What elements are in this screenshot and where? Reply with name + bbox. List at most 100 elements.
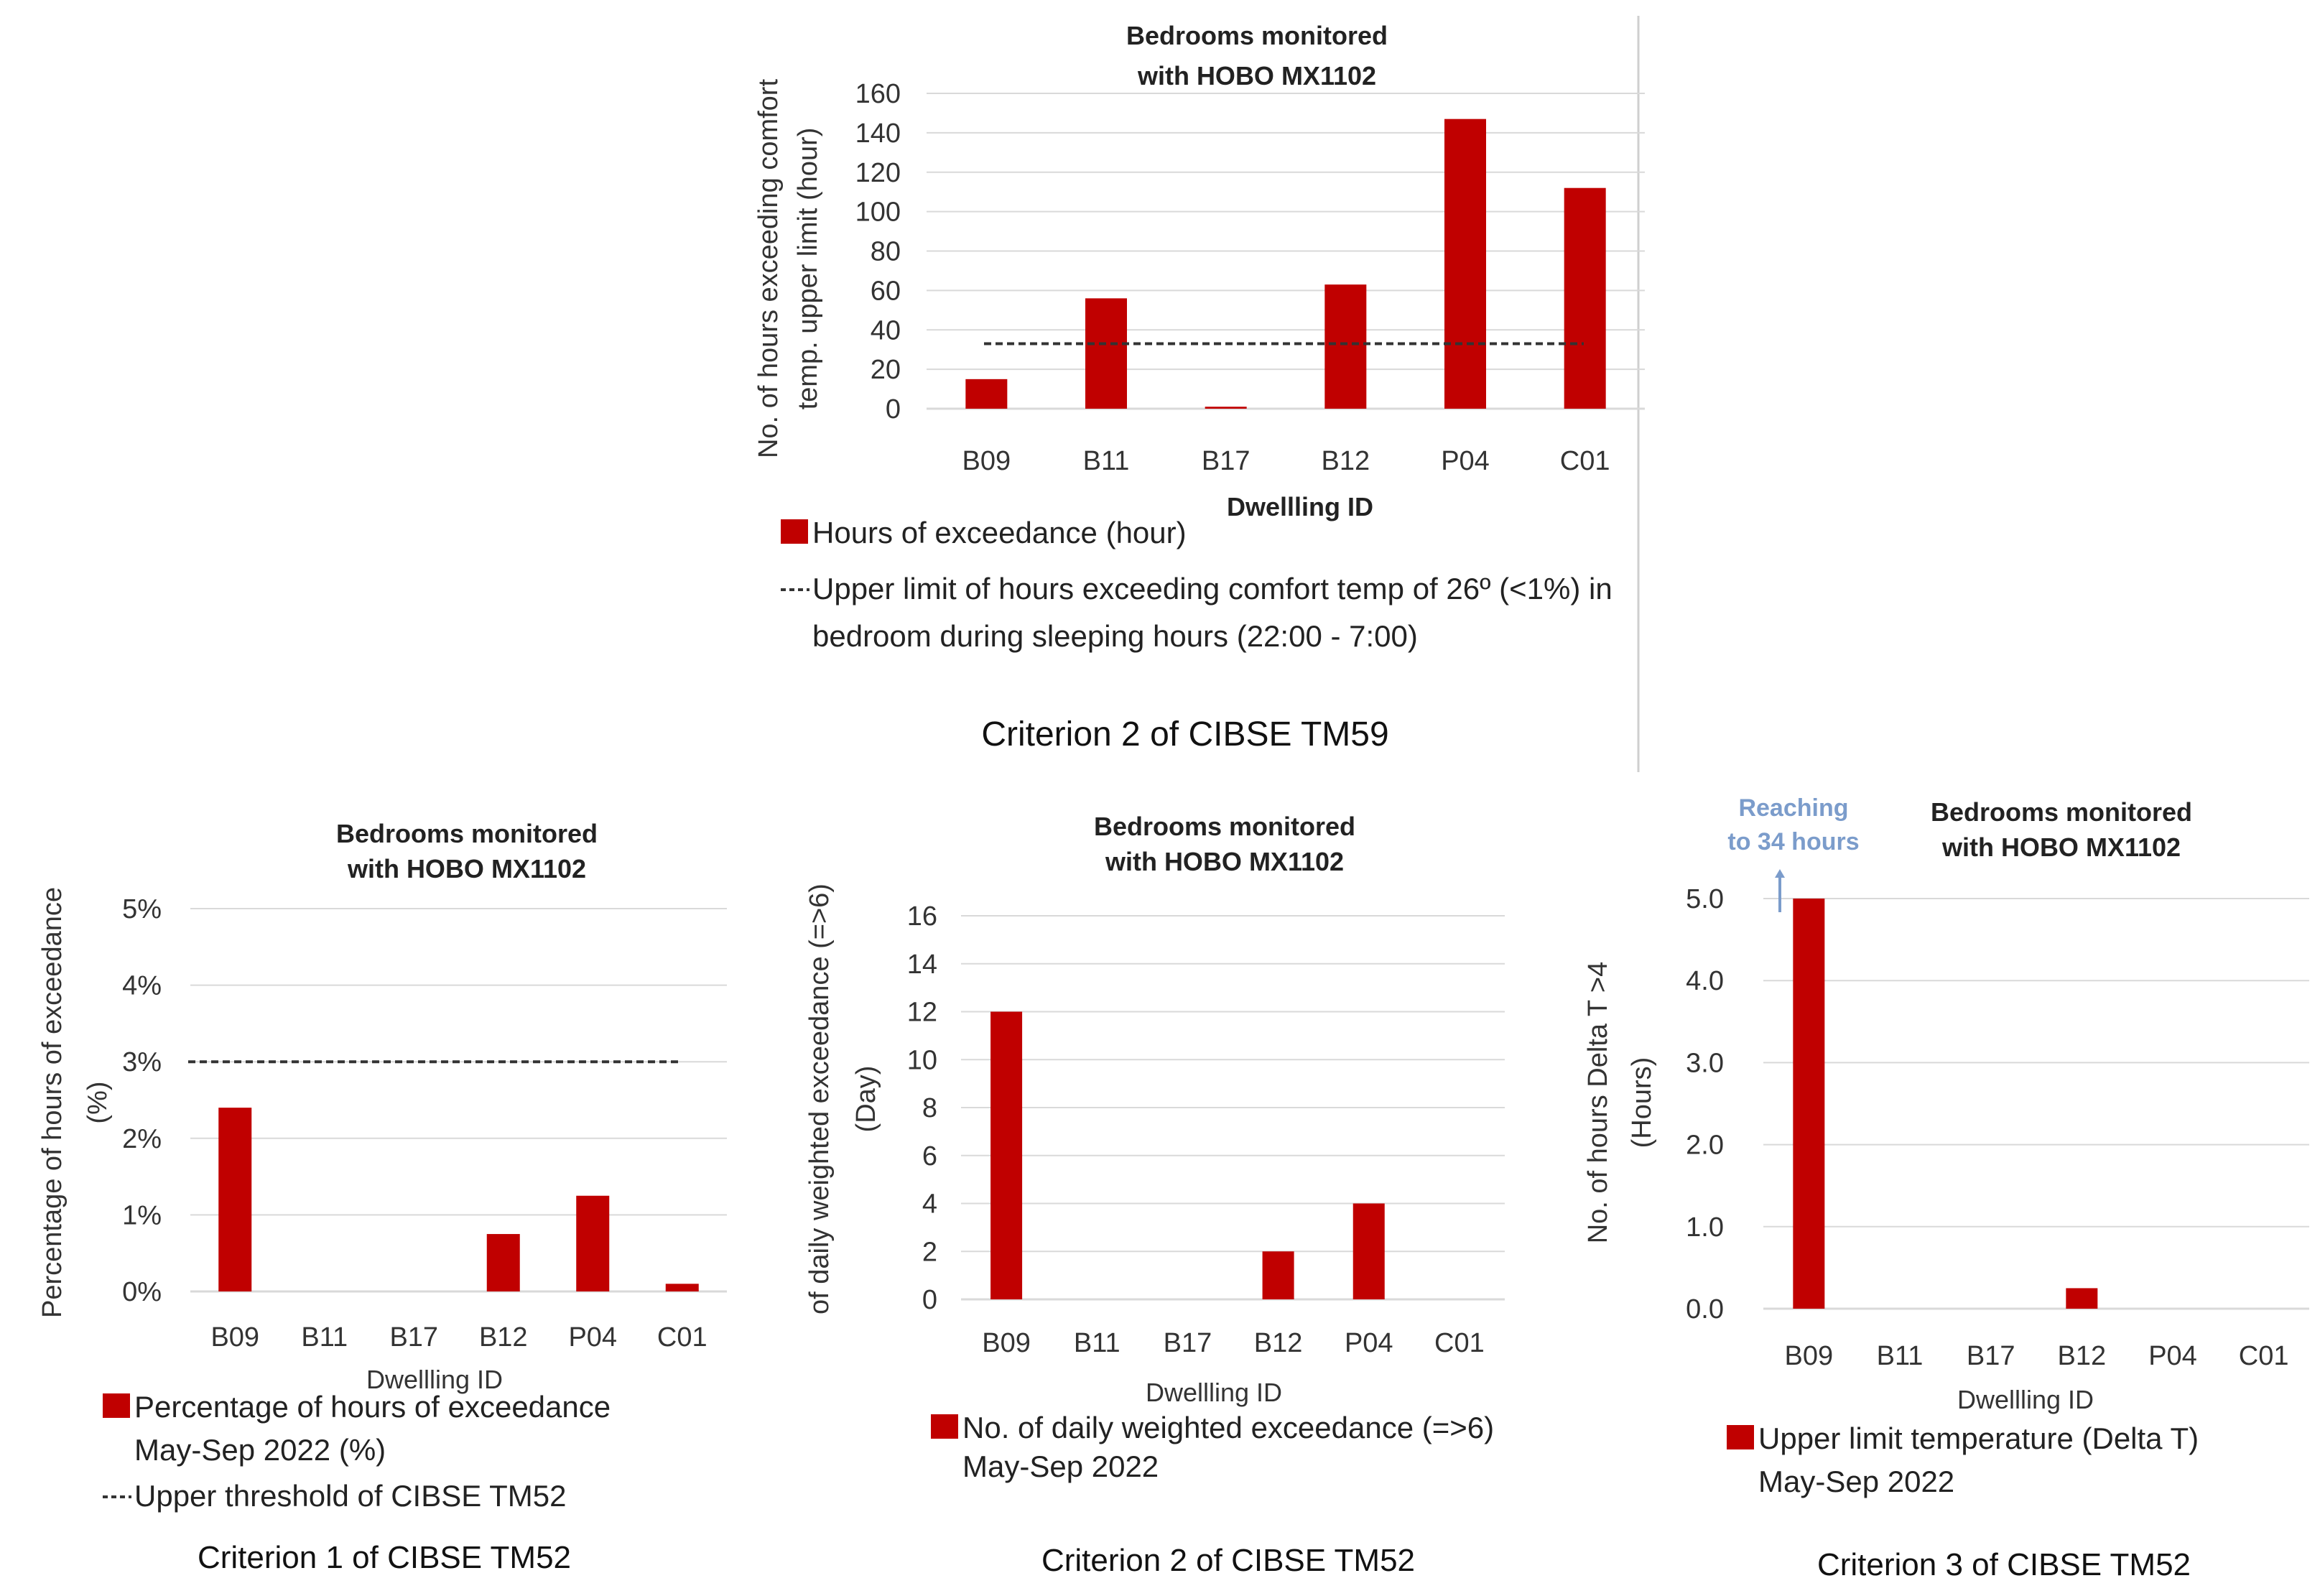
- bar: [576, 1195, 610, 1291]
- y-tick-label: 14: [907, 950, 937, 980]
- y-tick-label: 20: [871, 355, 901, 385]
- x-tick-label: B12: [2058, 1341, 2107, 1371]
- y-axis-label: (Hours): [1627, 1057, 1657, 1149]
- x-tick-label: B17: [389, 1322, 438, 1353]
- x-tick-label: P04: [1345, 1328, 1393, 1358]
- bar: [1352, 1203, 1385, 1299]
- x-tick-label: B09: [982, 1328, 1031, 1358]
- x-axis-label: Dwellling ID: [1227, 492, 1373, 521]
- legend-label: Upper limit temperature (Delta T): [1758, 1421, 2199, 1455]
- x-axis-label: Dwellling ID: [1146, 1378, 1282, 1407]
- chart-title: with HOBO MX1102: [1941, 832, 2181, 862]
- bar: [486, 1234, 520, 1291]
- bar: [1564, 187, 1606, 409]
- y-tick-label: 3%: [122, 1047, 162, 1077]
- legend-swatch-bar: [931, 1414, 958, 1439]
- chart-title: Bedrooms monitored: [1126, 21, 1388, 50]
- y-tick-label: 0%: [122, 1277, 162, 1307]
- chart-tm52-criterion-3: Bedrooms monitored with HOBO MX1102 0.0 1.0…: [1583, 794, 2309, 1582]
- y-tick-label: 4: [922, 1189, 937, 1220]
- chart-title: Bedrooms monitored: [336, 819, 598, 848]
- chart-title: with HOBO MX1102: [1137, 61, 1376, 91]
- x-tick-label: B12: [1254, 1328, 1303, 1358]
- chart-caption: Criterion 3 of CIBSE TM52: [1817, 1547, 2191, 1582]
- x-tick-label: B09: [210, 1322, 259, 1353]
- x-tick-label: B12: [1322, 446, 1370, 476]
- y-tick-label: 2%: [122, 1124, 162, 1154]
- chart-title: with HOBO MX1102: [347, 854, 586, 883]
- legend-label: bedroom during sleeping hours (22:00 - 7…: [812, 619, 1418, 653]
- x-axis-label: Dwellling ID: [1957, 1385, 2094, 1414]
- y-axis-label: (Day): [851, 1066, 881, 1133]
- y-tick-label: 0.0: [1686, 1294, 1724, 1324]
- y-axis-label: No. of hours exceeding comfort: [753, 79, 784, 458]
- x-tick-label: P04: [1441, 446, 1490, 476]
- x-tick-label: B12: [479, 1322, 528, 1353]
- bar: [218, 1108, 252, 1291]
- legend-swatch-bar: [103, 1393, 130, 1418]
- bar: [1205, 407, 1247, 409]
- y-tick-label: 2.0: [1686, 1131, 1724, 1161]
- bar: [990, 1011, 1023, 1299]
- y-axis-label: temp. upper limit (hour): [793, 128, 823, 410]
- chart-title: Bedrooms monitored: [1094, 812, 1355, 841]
- y-tick-label: 4%: [122, 971, 162, 1001]
- legend-label: Upper limit of hours exceeding comfort t…: [812, 572, 1613, 606]
- y-tick-label: 0: [886, 394, 901, 424]
- y-axis-label: Percentage of hours of exceedance: [37, 887, 68, 1318]
- bar: [2066, 1288, 2098, 1309]
- legend-label: No. of daily weighted exceedance (=>6): [962, 1411, 1494, 1444]
- bar: [1793, 899, 1825, 1309]
- legend-label: May-Sep 2022: [962, 1449, 1159, 1483]
- y-tick-label: 0: [922, 1285, 937, 1315]
- x-tick-label: C01: [1560, 446, 1610, 476]
- chart-tm59-criterion-2: Bedrooms monitored with HOBO MX1102 0 20 40 6…: [753, 21, 1645, 753]
- annotation-text: to 34 hours: [1727, 828, 1859, 855]
- y-tick-label: 5.0: [1686, 884, 1724, 914]
- y-tick-label: 120: [855, 158, 901, 188]
- legend-label: May-Sep 2022 (%): [134, 1433, 386, 1467]
- x-tick-label: B11: [1877, 1341, 1924, 1371]
- bar: [1085, 298, 1127, 409]
- x-tick-label: C01: [1434, 1328, 1485, 1358]
- annotation-text: Reaching: [1738, 794, 1848, 822]
- x-tick-label: B17: [1164, 1328, 1212, 1358]
- y-tick-label: 40: [871, 315, 901, 345]
- x-tick-label: B17: [1202, 446, 1251, 476]
- bar: [665, 1284, 699, 1291]
- y-tick-label: 2: [922, 1237, 937, 1267]
- chart-tm52-criterion-2: Bedrooms monitored with HOBO MX1102 0 2 4 6 8 1…: [804, 812, 1505, 1578]
- y-tick-label: 5%: [122, 894, 162, 924]
- x-tick-label: P04: [568, 1322, 617, 1353]
- x-tick-label: B11: [1074, 1328, 1120, 1358]
- y-tick-label: 140: [855, 119, 901, 149]
- legend-label: May-Sep 2022: [1758, 1465, 1954, 1498]
- y-tick-label: 8: [922, 1093, 937, 1123]
- y-tick-label: 10: [907, 1045, 937, 1075]
- y-tick-label: 3.0: [1686, 1048, 1724, 1078]
- x-tick-label: B09: [962, 446, 1011, 476]
- y-tick-label: 16: [907, 901, 937, 932]
- y-tick-label: 80: [871, 237, 901, 267]
- chart-tm52-criterion-1: Bedrooms monitored with HOBO MX1102 0% 1% 2%…: [37, 819, 727, 1575]
- y-axis-label: No. of hours Delta T >4: [1583, 962, 1613, 1244]
- legend-swatch-bar: [781, 519, 808, 544]
- chart-title: Bedrooms monitored: [1931, 797, 2192, 827]
- bar: [1262, 1251, 1294, 1299]
- chart-title: with HOBO MX1102: [1105, 847, 1344, 876]
- chart-caption: Criterion 2 of CIBSE TM59: [981, 715, 1388, 753]
- x-tick-label: C01: [657, 1322, 707, 1353]
- legend-label: Hours of exceedance (hour): [812, 516, 1187, 549]
- bar: [965, 379, 1008, 409]
- legend-swatch-bar: [1727, 1425, 1754, 1449]
- x-tick-label: B11: [301, 1322, 348, 1353]
- y-tick-label: 1.0: [1686, 1212, 1724, 1243]
- bar: [1444, 119, 1486, 409]
- y-axis-label: (%): [83, 1081, 113, 1123]
- x-tick-label: B17: [1967, 1341, 2015, 1371]
- y-tick-label: 4.0: [1686, 966, 1724, 996]
- x-axis-label: Dwellling ID: [366, 1365, 503, 1394]
- y-axis-label: of daily weighted exceedance (=>6): [804, 883, 835, 1314]
- chart-caption: Criterion 2 of CIBSE TM52: [1041, 1543, 1415, 1578]
